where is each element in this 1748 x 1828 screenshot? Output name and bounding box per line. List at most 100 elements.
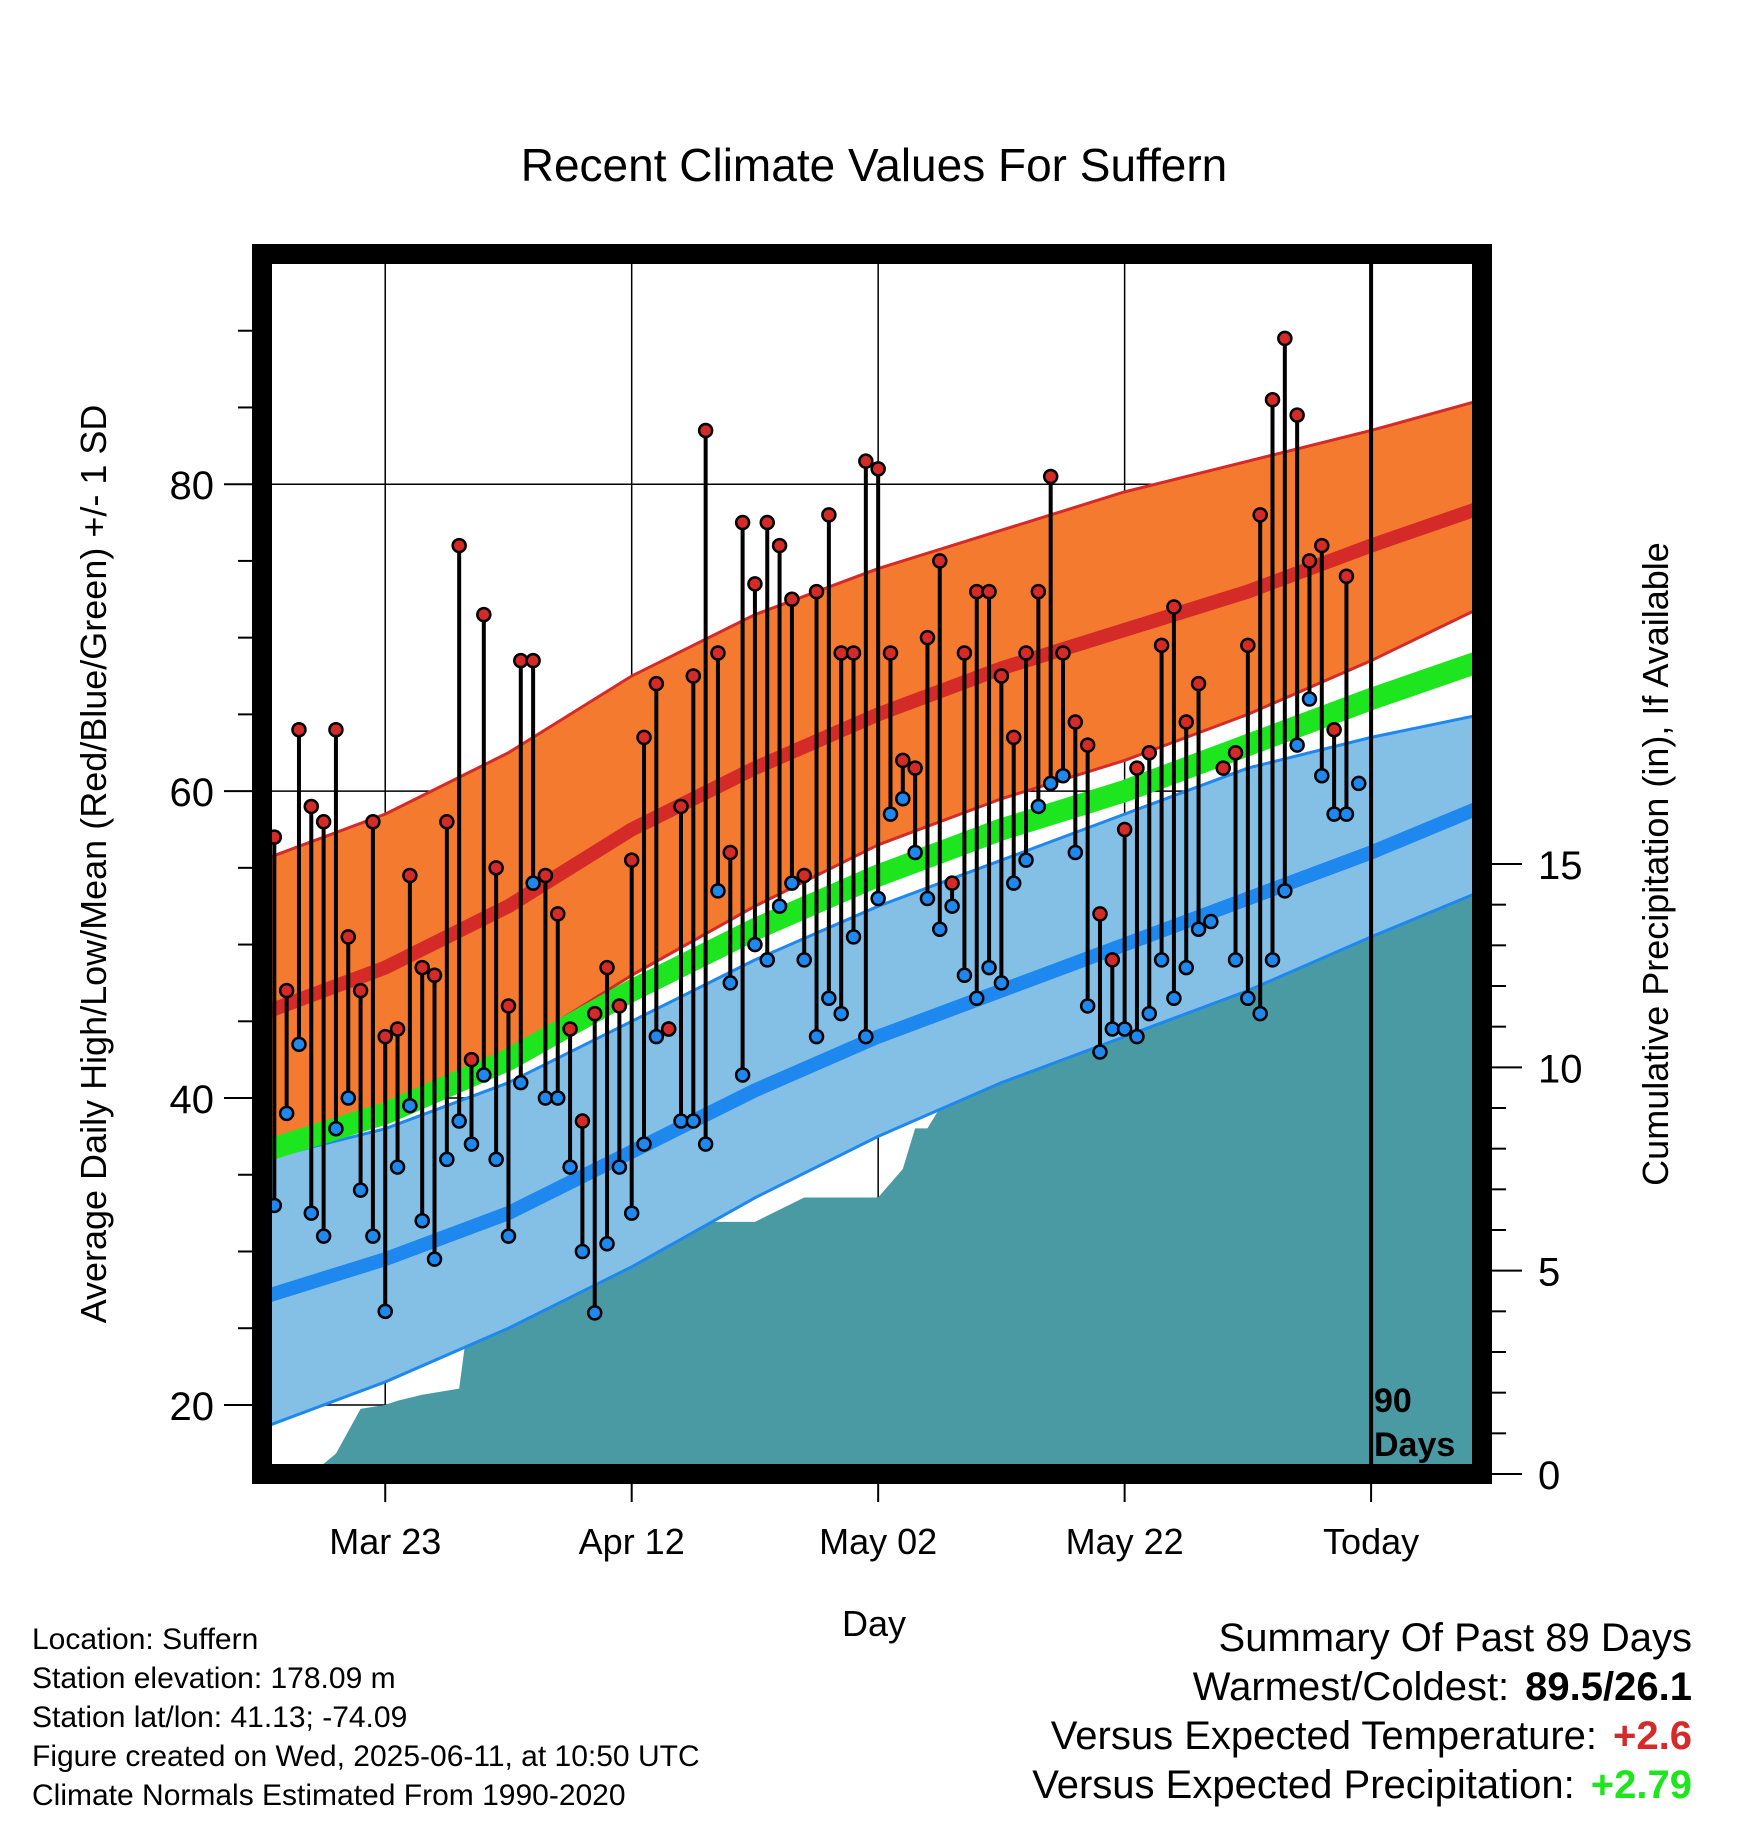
observed-high-point xyxy=(1252,507,1268,523)
observed-high-point xyxy=(623,852,640,868)
observed-low-point xyxy=(858,1028,874,1045)
observed-low-point xyxy=(919,890,936,907)
observed-high-point xyxy=(895,752,911,769)
observed-low-point xyxy=(1104,1021,1121,1037)
observed-high-point xyxy=(389,1021,406,1037)
info-location: Location: Suffern xyxy=(32,1623,259,1656)
observed-high-point xyxy=(759,514,776,531)
observed-low-point xyxy=(352,1182,369,1198)
observed-low-point xyxy=(784,875,800,891)
summary-warmest-row: Warmest/Coldest: 89.5/26.1 xyxy=(1032,1663,1692,1712)
observed-low-point xyxy=(1252,1005,1268,1022)
observed-low-point xyxy=(636,1136,652,1152)
observed-high-point xyxy=(328,721,344,738)
x-tick-label: Apr 12 xyxy=(579,1521,685,1562)
observed-high-point xyxy=(1055,645,1071,661)
observed-low-point xyxy=(1018,852,1034,868)
observed-low-point xyxy=(426,1251,443,1267)
x-tick-label: Mar 23 xyxy=(329,1521,441,1562)
observed-high-point xyxy=(586,1005,603,1022)
observed-high-point xyxy=(1166,599,1182,615)
observed-high-point xyxy=(919,629,936,646)
observed-low-point xyxy=(993,975,1010,991)
observed-low-point xyxy=(537,1090,554,1106)
observed-high-point xyxy=(1314,537,1330,554)
observed-high-point xyxy=(648,675,665,692)
x-tick-label: May 02 xyxy=(819,1521,937,1562)
observed-high-point xyxy=(463,1051,480,1068)
y-tick-label-right: 15 xyxy=(1538,844,1583,888)
observed-low-point xyxy=(586,1305,603,1321)
observed-low-point xyxy=(956,967,973,984)
observed-low-point xyxy=(1055,768,1071,784)
observed-high-point xyxy=(636,729,652,746)
observed-high-point xyxy=(1067,714,1084,730)
observed-high-point xyxy=(907,760,923,776)
observed-high-point xyxy=(784,591,800,608)
observed-low-point xyxy=(365,1228,381,1244)
observed-low-point xyxy=(476,1067,492,1083)
summary-temp-row: Versus Expected Temperature: +2.6 xyxy=(1032,1712,1692,1761)
observed-low-point xyxy=(697,1136,714,1152)
y-tick-label-right: 10 xyxy=(1538,1047,1583,1091)
observed-low-point xyxy=(377,1303,393,1320)
station-info: Location: Suffern Station elevation: 178… xyxy=(32,1620,700,1815)
observed-low-point xyxy=(328,1120,344,1137)
summary-panel: Summary Of Past 89 Days Warmest/Coldest:… xyxy=(1032,1614,1692,1810)
observed-low-point xyxy=(1079,998,1096,1014)
observed-low-point xyxy=(648,1028,665,1045)
observed-low-point xyxy=(303,1205,320,1221)
today-marker-label-word: Days xyxy=(1374,1426,1455,1464)
observed-high-point xyxy=(1116,821,1133,838)
observed-high-point xyxy=(1030,583,1047,600)
observed-low-point xyxy=(278,1105,295,1122)
observed-low-point xyxy=(1153,952,1170,968)
observed-high-point xyxy=(414,959,430,976)
observed-high-point xyxy=(882,645,899,661)
y-tick-label-left: 80 xyxy=(170,464,215,508)
observed-high-point xyxy=(944,875,960,891)
observed-high-point xyxy=(932,553,948,569)
observed-high-point xyxy=(315,814,332,830)
high-normal-band xyxy=(262,398,1482,1146)
observed-high-point xyxy=(439,814,455,830)
observed-high-point xyxy=(1227,744,1244,761)
observed-temperature-layer xyxy=(262,330,1367,1321)
observed-high-point xyxy=(550,906,566,922)
observed-high-point xyxy=(402,867,418,884)
observed-low-point xyxy=(550,1090,566,1106)
observed-low-point xyxy=(1289,737,1305,753)
observed-low-point xyxy=(1129,1028,1145,1045)
info-normals: Climate Normals Estimated From 1990-2020 xyxy=(32,1779,626,1812)
observed-low-point xyxy=(685,1113,702,1129)
observed-high-point xyxy=(291,721,307,738)
observed-low-point xyxy=(981,959,997,976)
observed-high-point xyxy=(1190,675,1207,692)
observed-low-point xyxy=(500,1228,517,1244)
observed-high-point xyxy=(500,998,517,1014)
observed-low-point xyxy=(623,1205,640,1221)
observed-low-point xyxy=(1227,952,1244,968)
summary-precip-label: Versus Expected Precipitation: xyxy=(1032,1763,1575,1807)
observed-low-point xyxy=(1351,775,1367,792)
observed-high-point xyxy=(993,668,1010,684)
observed-high-point xyxy=(599,959,615,976)
observed-low-point xyxy=(870,890,886,907)
plot-frame xyxy=(252,244,1492,1484)
observed-low-point xyxy=(439,1151,455,1168)
summary-temp-label: Versus Expected Temperature: xyxy=(1050,1714,1598,1758)
observed-high-point xyxy=(981,583,997,600)
observed-low-point xyxy=(1190,921,1207,937)
observed-high-point xyxy=(833,645,849,661)
observed-high-point xyxy=(611,998,628,1014)
y-tick-label-right: 5 xyxy=(1538,1251,1560,1295)
chart-title: Recent Climate Values For Suffern xyxy=(521,139,1228,191)
observed-high-point xyxy=(537,867,554,884)
observed-high-point xyxy=(525,652,541,669)
observed-low-point xyxy=(808,1028,825,1045)
summary-heading: Summary Of Past 89 Days xyxy=(1218,1616,1692,1660)
observed-high-point xyxy=(956,645,973,661)
observed-high-point xyxy=(1092,906,1108,922)
observed-high-point xyxy=(1079,737,1096,753)
observed-high-point xyxy=(845,645,862,661)
